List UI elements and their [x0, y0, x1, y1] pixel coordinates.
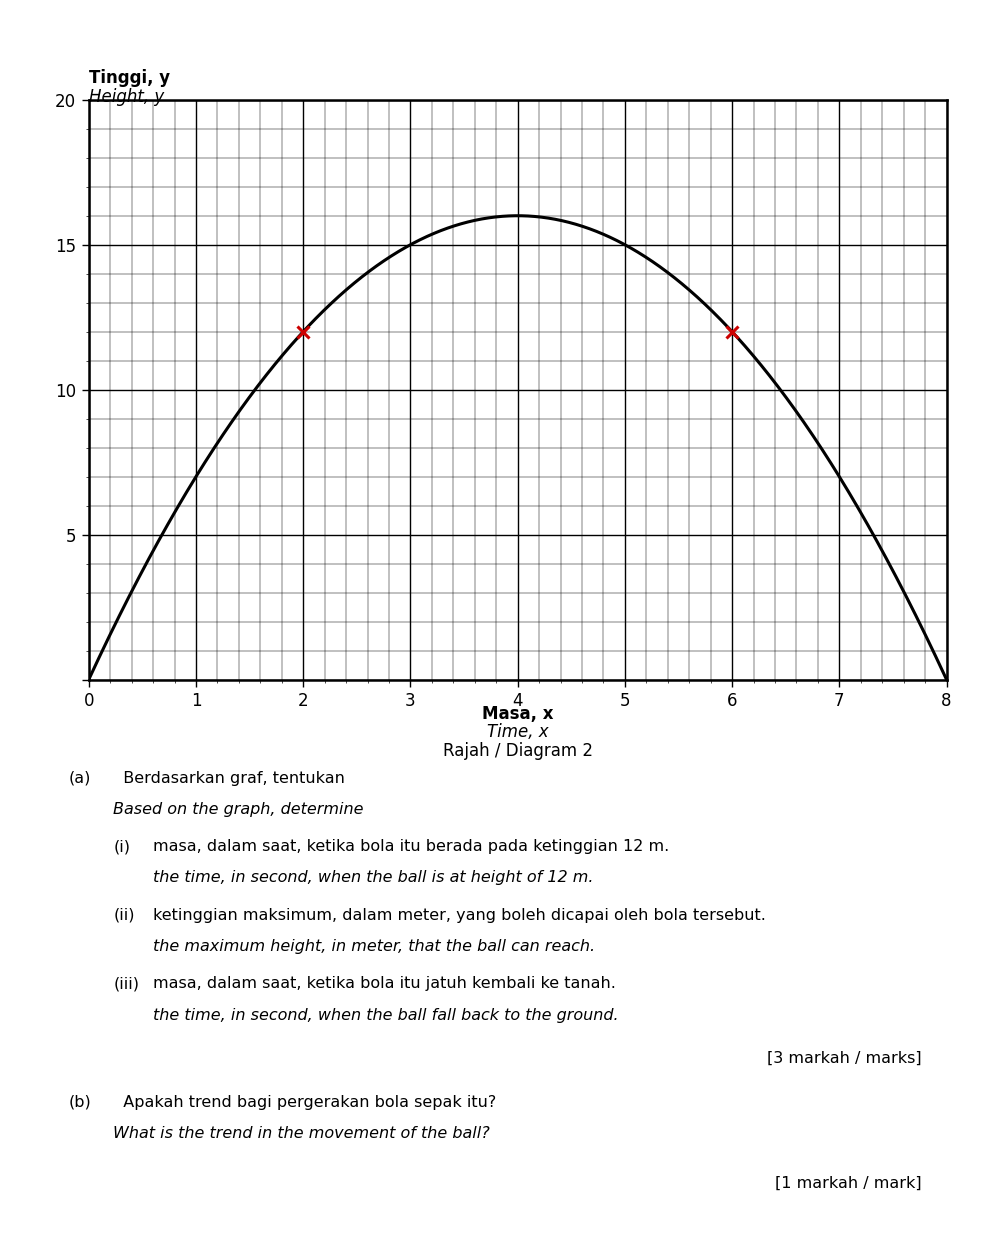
Text: ketinggian maksimum, dalam meter, yang boleh dicapai oleh bola tersebut.: ketinggian maksimum, dalam meter, yang b… — [153, 908, 766, 923]
Text: Apakah trend bagi pergerakan bola sepak itu?: Apakah trend bagi pergerakan bola sepak … — [113, 1095, 497, 1110]
Text: the time, in second, when the ball is at height of 12 m.: the time, in second, when the ball is at… — [153, 870, 594, 885]
Text: masa, dalam saat, ketika bola itu berada pada ketinggian 12 m.: masa, dalam saat, ketika bola itu berada… — [153, 839, 669, 854]
Text: masa, dalam saat, ketika bola itu jatuh kembali ke tanah.: masa, dalam saat, ketika bola itu jatuh … — [153, 976, 615, 991]
Text: Based on the graph, determine: Based on the graph, determine — [113, 802, 364, 817]
Text: Tinggi, y: Tinggi, y — [89, 70, 170, 87]
Text: (b): (b) — [69, 1095, 92, 1110]
Text: What is the trend in the movement of the ball?: What is the trend in the movement of the… — [113, 1126, 490, 1141]
Text: (iii): (iii) — [113, 976, 139, 991]
Text: (i): (i) — [113, 839, 130, 854]
Text: Berdasarkan graf, tentukan: Berdasarkan graf, tentukan — [113, 771, 345, 786]
Text: [3 markah / marks]: [3 markah / marks] — [767, 1051, 922, 1066]
Text: Time, x: Time, x — [487, 723, 548, 741]
Text: [1 markah / mark]: [1 markah / mark] — [775, 1176, 922, 1191]
Text: Rajah / Diagram 2: Rajah / Diagram 2 — [443, 742, 593, 759]
Text: (ii): (ii) — [113, 908, 135, 923]
Text: the maximum height, in meter, that the ball can reach.: the maximum height, in meter, that the b… — [153, 939, 595, 954]
Text: Height, y: Height, y — [89, 89, 164, 106]
Text: (a): (a) — [69, 771, 92, 786]
Text: Masa, x: Masa, x — [482, 705, 553, 722]
Text: the time, in second, when the ball fall back to the ground.: the time, in second, when the ball fall … — [153, 1008, 618, 1023]
